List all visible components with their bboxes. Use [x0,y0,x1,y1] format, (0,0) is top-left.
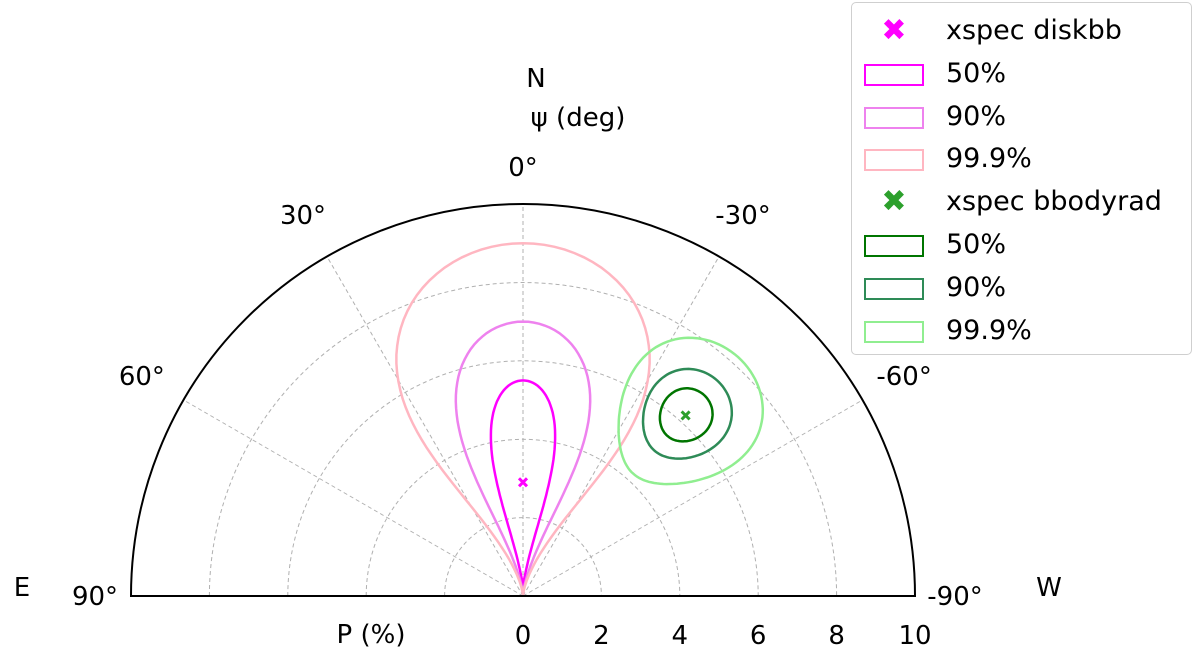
grid-lines [183,204,863,597]
angular-grid-line [183,399,524,597]
angular-tick-label: 60° [119,362,165,392]
legend-item: 99.9% [852,139,1191,181]
legend-swatch [864,149,924,172]
best-fit-marker [680,410,691,421]
legend-item: ✖ xspec bbodyrad [852,182,1191,224]
tick-labels: 0 2 4 6 8 10 90° 60° 30° 0° -30° -60° -90° [72,153,983,651]
contours [395,241,765,596]
legend: ✖ xspec diskbb 50% 90% 99.9% ✖ xspec bbodyrad 5… [851,2,1192,355]
best-fit-markers [517,410,691,488]
legend-item: 50% [852,54,1191,96]
compass-west-label: W [1036,573,1062,603]
legend-label: 99.9% [946,143,1032,175]
legend-item: 90% [852,268,1191,310]
radial-tick-label: 8 [828,621,845,651]
legend-label: xspec bbodyrad [946,186,1162,218]
legend-label: 50% [946,57,1007,89]
angular-grid-line [522,256,720,597]
legend-item: ✖ xspec diskbb [852,11,1191,53]
angular-axis-label: ψ (deg) [531,103,626,133]
compass-north-label: N [526,64,545,94]
contour-99-9pct [617,336,765,486]
radial-axis-label: P (%) [337,620,406,650]
radial-tick-label: 6 [750,621,767,651]
angular-tick-label: -60° [876,362,931,392]
radial-grid-arc [208,281,838,597]
contour-99-9pct [395,241,651,596]
angular-tick-label: 30° [280,201,326,231]
contour-50pct [489,379,557,586]
radial-grid-arc [287,360,759,597]
legend-swatch [864,320,924,343]
contour-90pct [454,320,592,596]
contour-50pct [658,387,714,443]
angular-tick-label: 90° [72,582,118,612]
legend-item: 50% [852,225,1191,267]
radial-tick-label: 4 [672,621,689,651]
legend-item: 90% [852,97,1191,139]
legend-label: xspec diskbb [946,15,1122,46]
outer-boundary [129,203,917,597]
contour-90pct [641,367,734,460]
legend-label: 90% [946,271,1007,303]
best-fit-marker [517,477,529,488]
radial-tick-label: 2 [593,621,610,651]
radial-tick-label: 10 [898,621,931,651]
legend-swatch [864,235,924,257]
angular-tick-label: -30° [715,201,770,231]
legend-marker-icon: ✖ [881,184,907,220]
angular-grid-line [522,399,863,597]
angular-tick-label: 0° [508,153,538,183]
angular-grid-line [326,256,524,597]
legend-swatch [864,63,924,86]
legend-label: 50% [946,229,1007,260]
legend-label: 99.9% [946,314,1032,346]
legend-marker-icon: ✖ [881,13,907,48]
plot-frame [129,203,917,597]
legend-swatch [864,106,924,129]
legend-swatch [864,277,924,300]
legend-label: 90% [946,100,1007,132]
compass-east-label: E [14,573,30,603]
legend-item: 99.9% [852,311,1191,353]
angular-tick-label: -90° [927,582,982,612]
radial-tick-label: 0 [515,621,532,651]
